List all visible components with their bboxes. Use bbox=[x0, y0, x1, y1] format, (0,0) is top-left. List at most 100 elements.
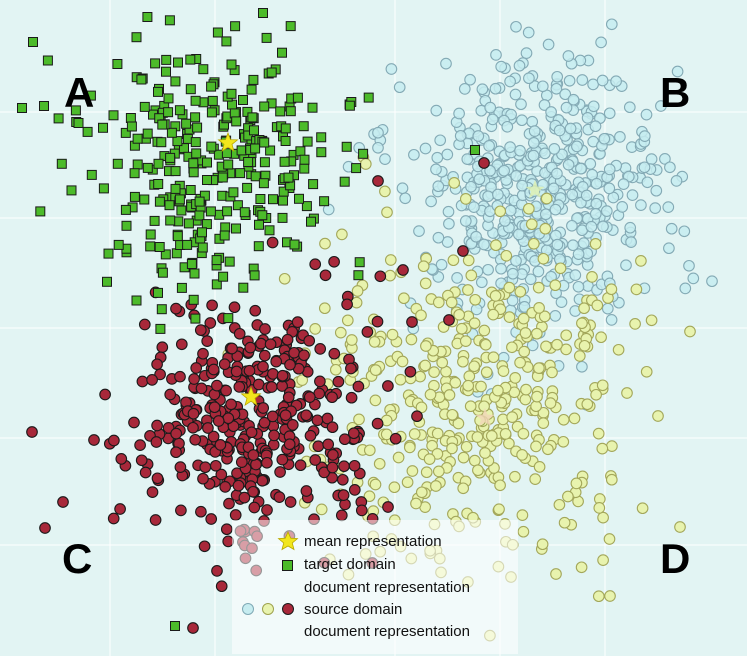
mean-star bbox=[217, 131, 239, 153]
mean-star bbox=[475, 408, 495, 427]
source-point bbox=[468, 201, 480, 213]
source-point bbox=[214, 439, 227, 451]
source-point bbox=[500, 249, 513, 262]
target-point bbox=[42, 55, 53, 66]
source-point bbox=[389, 432, 402, 445]
target-point bbox=[205, 206, 216, 217]
source-point bbox=[597, 554, 609, 566]
target-point bbox=[285, 106, 296, 117]
source-point bbox=[257, 402, 270, 414]
source-point bbox=[443, 217, 455, 230]
source-point bbox=[345, 391, 358, 404]
source-point bbox=[484, 164, 496, 177]
source-point bbox=[539, 208, 552, 221]
corner-label-b: B bbox=[660, 69, 691, 116]
source-point bbox=[617, 178, 630, 190]
target-point bbox=[153, 86, 163, 97]
target-point bbox=[194, 196, 205, 207]
source-point bbox=[267, 368, 279, 380]
source-point bbox=[319, 237, 331, 250]
source-point bbox=[492, 384, 504, 397]
source-point bbox=[279, 409, 292, 422]
target-point bbox=[278, 195, 288, 206]
source-point bbox=[229, 509, 242, 521]
source-point bbox=[518, 345, 531, 358]
source-point bbox=[403, 441, 416, 454]
source-point bbox=[472, 464, 484, 477]
source-point bbox=[459, 215, 472, 227]
target-point bbox=[341, 141, 352, 152]
source-point bbox=[553, 124, 566, 137]
source-point bbox=[530, 327, 543, 340]
source-point bbox=[527, 137, 540, 149]
target-point bbox=[294, 193, 304, 204]
target-point bbox=[285, 21, 296, 32]
source-point bbox=[250, 458, 262, 471]
source-point bbox=[568, 412, 581, 425]
source-point bbox=[678, 225, 691, 238]
source-point bbox=[114, 503, 126, 515]
source-point bbox=[601, 302, 614, 315]
source-point bbox=[507, 267, 519, 280]
source-point bbox=[372, 175, 384, 187]
source-point bbox=[136, 375, 149, 388]
source-point bbox=[258, 349, 271, 362]
target-point bbox=[103, 248, 114, 259]
source-point bbox=[473, 173, 486, 186]
source-point bbox=[312, 440, 325, 453]
target-point bbox=[246, 84, 257, 95]
target-point bbox=[280, 123, 291, 134]
source-point bbox=[610, 75, 622, 88]
legend: mean representation target domain docume… bbox=[232, 520, 518, 654]
source-point bbox=[475, 276, 488, 289]
target-point bbox=[202, 175, 212, 185]
source-point bbox=[482, 263, 494, 276]
target-point bbox=[222, 206, 233, 217]
source-point bbox=[493, 503, 505, 516]
source-point bbox=[671, 65, 684, 78]
target-point bbox=[53, 113, 64, 124]
source-point bbox=[222, 412, 235, 425]
target-point bbox=[145, 229, 156, 240]
source-point bbox=[286, 419, 299, 431]
source-point bbox=[636, 502, 649, 515]
source-point bbox=[598, 132, 611, 145]
target-point bbox=[295, 146, 306, 157]
source-point bbox=[274, 466, 286, 478]
source-point bbox=[517, 312, 530, 325]
source-point bbox=[641, 176, 654, 189]
target-point bbox=[243, 130, 254, 141]
target-point bbox=[292, 92, 303, 103]
source-point bbox=[478, 324, 491, 337]
target-point bbox=[279, 156, 290, 167]
source-point bbox=[300, 485, 313, 497]
source-point bbox=[170, 446, 182, 459]
source-point bbox=[318, 302, 331, 315]
legend-circle-yellow-icon bbox=[262, 603, 274, 615]
source-point bbox=[506, 411, 519, 423]
source-point bbox=[572, 248, 585, 260]
target-point bbox=[142, 12, 153, 22]
source-point bbox=[513, 59, 526, 72]
source-point bbox=[580, 189, 593, 202]
source-point bbox=[683, 259, 695, 272]
target-point bbox=[129, 168, 140, 179]
source-point bbox=[526, 339, 539, 352]
source-point bbox=[597, 220, 609, 233]
source-point bbox=[510, 170, 523, 182]
source-point bbox=[549, 310, 562, 322]
target-point bbox=[39, 101, 49, 111]
source-point bbox=[309, 454, 322, 466]
target-point bbox=[231, 116, 242, 127]
source-point bbox=[538, 99, 551, 111]
target-point bbox=[171, 248, 182, 259]
source-point bbox=[490, 239, 502, 252]
source-point bbox=[303, 391, 316, 403]
target-point bbox=[258, 178, 269, 189]
source-point bbox=[573, 350, 586, 362]
source-point bbox=[522, 26, 535, 39]
target-point bbox=[139, 194, 150, 205]
source-point bbox=[457, 245, 469, 257]
source-point bbox=[536, 538, 549, 551]
target-point bbox=[268, 194, 278, 205]
